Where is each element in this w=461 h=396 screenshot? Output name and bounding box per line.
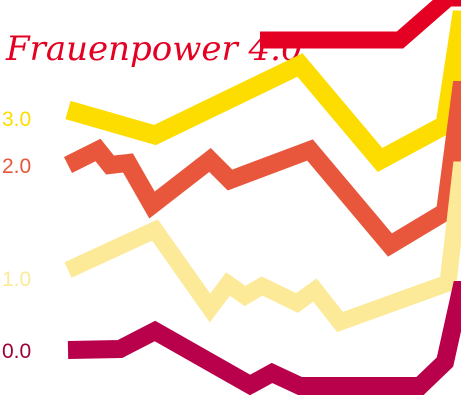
level-0-line	[67, 281, 461, 396]
brand-wordmark: Frauenpower 4.0	[5, 29, 303, 69]
level-3-line	[65, 10, 461, 173]
level-1-line	[64, 161, 461, 333]
level-2-line	[63, 81, 461, 257]
level-0-label: 0.0	[2, 340, 31, 363]
level-3-label: 3.0	[2, 108, 31, 131]
level-1-label: 1.0	[2, 268, 31, 291]
level-2-label: 2.0	[2, 155, 31, 178]
logo-stripe	[260, 0, 461, 49]
